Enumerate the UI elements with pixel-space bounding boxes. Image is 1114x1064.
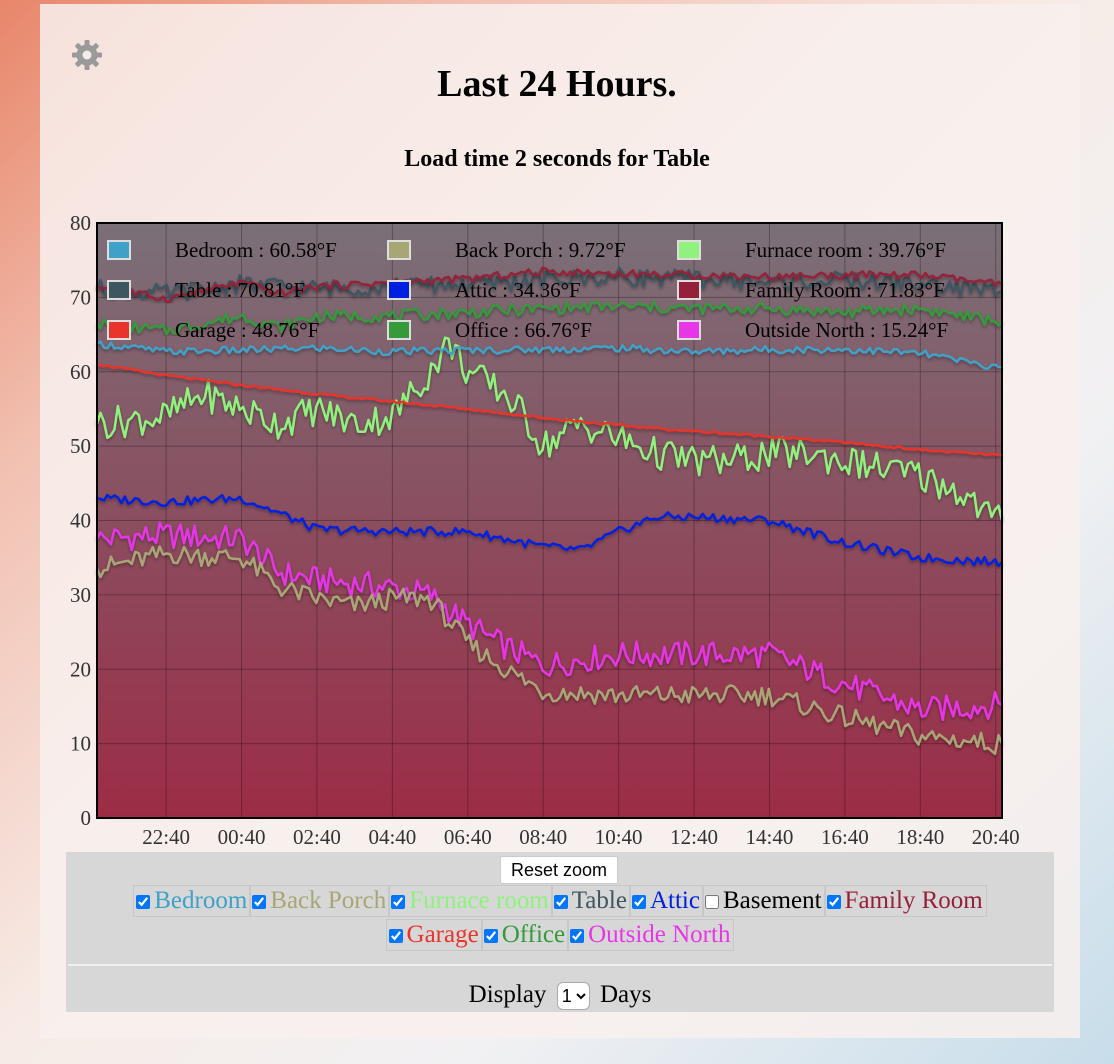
series-toggle-label: Attic [649,887,700,914]
series-checkbox[interactable] [483,929,498,944]
y-tick-label: 70 [70,285,91,309]
y-tick-label: 80 [70,211,91,235]
series-toggle-garage[interactable]: Garage [385,919,483,951]
x-tick-label: 04:40 [368,825,416,849]
y-tick-label: 40 [70,509,91,533]
load-time-subtitle: Load time 2 seconds for Table [404,146,710,172]
x-tick-label: 00:40 [218,825,266,849]
x-tick-label: 14:40 [746,825,794,849]
legend-swatch [677,240,701,260]
legend-swatch [387,280,411,300]
series-checkbox[interactable] [704,895,719,910]
series-toggle-label: Office [501,921,566,948]
series-toggle-outside-north[interactable]: Outside North [567,919,735,951]
display-days-control: Display 1 Days [66,980,1054,1011]
y-tick-label: 30 [70,583,91,607]
days-select[interactable]: 1 [556,982,590,1011]
series-toggle-row: Bedroom Back Porch Furnace room Table Attic B… [66,885,1054,917]
gear-icon[interactable] [70,38,104,72]
series-toggle-label: Bedroom [154,887,248,914]
legend-swatch [107,280,131,300]
chart-legend: Bedroom : 60.58°F Back Porch : 9.72°F Furn… [107,238,948,342]
x-tick-label: 02:40 [293,825,341,849]
series-toggle-row: Garage Office Outside North [66,919,1054,951]
series-toggle-label: Basement [722,887,822,914]
legend-label: Attic : 34.36°F [455,278,581,302]
series-toggle-back-porch[interactable]: Back Porch [249,885,391,917]
series-line-bedroom [96,340,1003,370]
page-title: Last 24 Hours. [437,63,677,105]
series-checkbox[interactable] [631,895,646,910]
legend-label: Family Room : 71.83°F [745,278,945,302]
y-axis: 0 10 20 30 40 50 60 70 80 [70,211,91,830]
x-tick-label: 08:40 [519,825,567,849]
y-tick-label: 10 [70,732,91,756]
series-line-back-porch [95,545,1004,756]
plot-border [96,222,1003,819]
series-toggle-furnace-room[interactable]: Furnace room [388,885,553,917]
legend-swatch [677,320,701,340]
legend-swatch [107,320,131,340]
series-line-garage [96,363,1003,457]
series-line-office [95,300,1003,336]
series-toggle-attic[interactable]: Attic [628,885,704,917]
series-checkbox[interactable] [136,895,151,910]
legend-label: Furnace room : 39.76°F [745,238,946,262]
y-tick-label: 60 [70,360,91,384]
y-tick-label: 20 [70,657,91,681]
series-toggle-office[interactable]: Office [480,919,570,951]
y-tick-label: 0 [81,806,92,830]
series-toggle-family-room[interactable]: Family Room [823,885,987,917]
series-line-table [95,266,1003,302]
series-checkbox[interactable] [391,895,406,910]
series-toggle-label: Outside North [588,921,731,948]
series-toggle-label: Back Porch [270,887,387,914]
series-line-furnace-room [95,336,1004,521]
series-checkbox[interactable] [826,895,841,910]
legend-label: Garage : 48.76°F [175,318,319,342]
legend-swatch [387,320,411,340]
series-toggle-label: Garage [406,921,479,948]
days-label: Days [599,981,652,1008]
legend-label: Table : 70.81°F [175,278,305,302]
series-lines [95,266,1004,756]
temperature-chart[interactable]: Bedroom : 60.58°F Back Porch : 9.72°F Furn… [0,0,1114,850]
series-toggle-label: Furnace room [409,887,549,914]
x-tick-label: 10:40 [595,825,643,849]
legend-label: Office : 66.76°F [455,318,592,342]
legend-label: Outside North : 15.24°F [745,318,948,342]
reset-zoom-button[interactable]: Reset zoom [500,856,618,884]
divider [68,964,1052,966]
x-tick-label: 18:40 [896,825,944,849]
series-toggle-basement[interactable]: Basement [701,885,826,917]
legend-swatch [107,240,131,260]
series-checkbox[interactable] [553,895,568,910]
controls-panel: Reset zoom Bedroom Back Porch Furnace room… [66,852,1054,1012]
series-toggle-label: Table [571,887,627,914]
display-label: Display [468,981,547,1008]
series-line-family-room [96,266,1003,303]
series-line-attic [96,493,1003,568]
series-toggle-bedroom[interactable]: Bedroom [133,885,252,917]
x-axis: 22:40 00:40 02:40 04:40 06:40 08:40 10:40 12:40… [142,825,1019,849]
series-line-outside-north [95,521,1003,722]
legend-swatch [677,280,701,300]
legend-swatch [387,240,411,260]
series-checkbox[interactable] [570,929,585,944]
series-checkbox[interactable] [252,895,267,910]
x-tick-label: 12:40 [670,825,718,849]
series-toggle-table[interactable]: Table [550,885,631,917]
x-tick-label: 20:40 [972,825,1020,849]
series-toggle-label: Family Room [844,887,983,914]
y-tick-label: 50 [70,434,91,458]
x-tick-label: 06:40 [444,825,492,849]
x-tick-label: 22:40 [142,825,190,849]
legend-label: Bedroom : 60.58°F [175,238,337,262]
series-checkbox[interactable] [388,929,403,944]
x-tick-label: 16:40 [821,825,869,849]
legend-label: Back Porch : 9.72°F [455,238,626,262]
